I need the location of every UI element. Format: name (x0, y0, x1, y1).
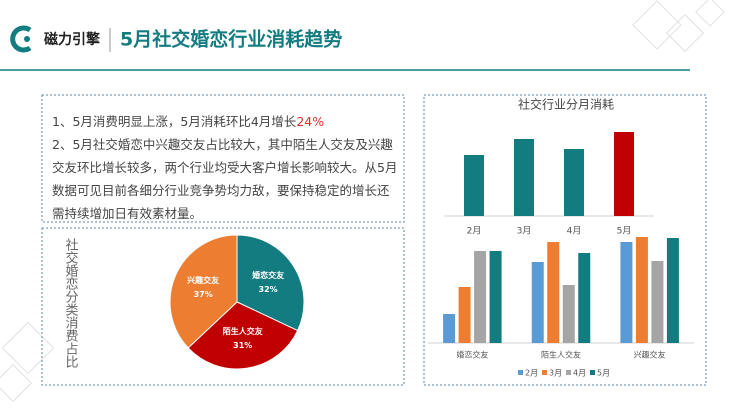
note: 1、5月消费明显上涨，5月消耗环比4月增长24% (52, 110, 400, 133)
pie-slice (187, 301, 299, 370)
x-tick-label: 兴趣交友 (634, 350, 666, 360)
x-tick-label: 婚恋交友 (456, 350, 488, 360)
legend-swatch (518, 370, 523, 375)
bar (464, 155, 484, 216)
x-tick-label: 5月 (617, 226, 632, 237)
x-tick-label: 陌生人交友 (541, 350, 581, 360)
slide-title: 5月社交婚恋行业消耗趋势 (120, 28, 342, 51)
slice-label: 37% (194, 290, 213, 299)
logo-icon (10, 25, 32, 53)
bar (666, 238, 679, 343)
legend-swatch (542, 370, 547, 375)
bar (578, 253, 591, 343)
bar (651, 261, 664, 343)
bar (474, 251, 487, 343)
bar (635, 237, 648, 343)
bar (458, 287, 471, 343)
bar (620, 242, 633, 343)
bar (531, 262, 544, 343)
slice-name: 兴趣交友 (187, 275, 219, 285)
bar (564, 149, 584, 216)
notes: 1、5月消费明显上涨，5月消耗环比4月增长24% 2、5月社交婚恋中兴趣交友占比… (52, 110, 400, 225)
legend-label: 3月 (549, 369, 562, 378)
panels (41, 94, 707, 386)
note-text: 1、5月消费明显上涨，5月消耗环比4月增长 (52, 114, 297, 129)
x-tick-label: 2月 (467, 226, 482, 237)
bar (514, 139, 534, 216)
slice-label: 31% (233, 341, 252, 350)
note-text: 2、5月社交婚恋中兴趣交友占比较大，其中陌生人交友及兴趣交友环比增长较多，两个行… (52, 137, 398, 221)
bar (443, 314, 456, 343)
bar-title: 社交行业分月消耗 (518, 97, 614, 112)
legend-label: 2月 (525, 369, 538, 378)
pie-title: 社交婚恋分类消费占比 (63, 237, 79, 369)
pie-slice (236, 234, 305, 332)
slice-label: 32% (259, 285, 278, 294)
x-tick-label: 4月 (567, 226, 582, 237)
bar (614, 132, 634, 216)
legend-swatch (566, 370, 571, 375)
bar (547, 242, 560, 343)
pie-slice (169, 234, 238, 349)
bar (489, 251, 502, 343)
logo-text: 磁力引擎 (44, 31, 100, 48)
legend-swatch (590, 370, 595, 375)
note-highlight: 24% (296, 114, 325, 129)
legend-label: 5月 (597, 369, 610, 378)
slice-name: 婚恋交友 (252, 270, 284, 280)
bar (562, 285, 575, 343)
legend-label: 4月 (573, 369, 586, 378)
x-tick-label: 3月 (517, 226, 532, 237)
decoration (0, 0, 725, 403)
slice-name: 陌生人交友 (223, 326, 263, 336)
